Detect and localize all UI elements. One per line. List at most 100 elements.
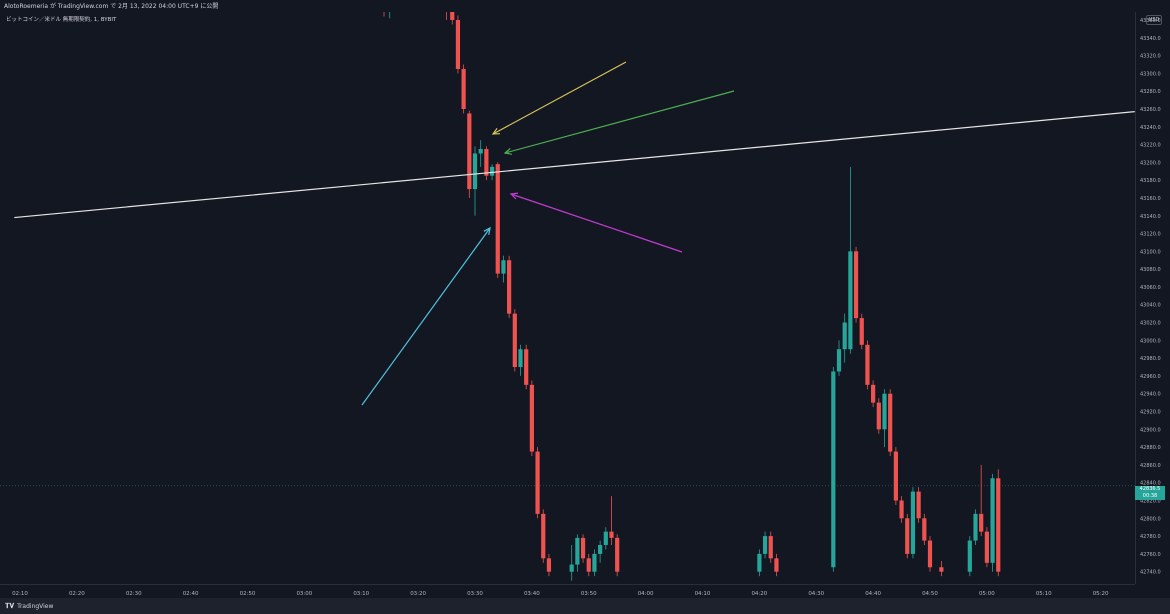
candle [882,389,887,448]
y-tick-label: 42900.0 [1140,427,1161,433]
candle-body [535,451,540,514]
y-tick-label: 43080.0 [1140,267,1161,273]
y-tick-label: 43340.0 [1140,36,1161,42]
candle-body [831,371,836,568]
candle [973,509,978,546]
candle [967,536,972,577]
publish-attribution: AlotoRoemeria が TradingView.com で 2月 13,… [4,3,219,10]
candle-body [478,149,483,154]
candle [831,367,836,572]
last-price-value: 42836.5 [1139,486,1161,492]
magenta-arrow-shaft [510,193,683,253]
candle-body [979,513,984,532]
candle [444,2,449,20]
cyan-arrow-head [483,226,491,235]
y-tick-label: 43040.0 [1140,303,1161,309]
yellow-arrow-shaft [492,61,627,135]
candle-body [899,500,904,519]
candle [546,553,552,577]
candle-body [836,349,842,372]
y-tick-label: 43100.0 [1140,249,1161,255]
time-axis-labels: 02:10 02:20 02:30 02:40 02:50 03:00 03:10 03:20… [12,591,1109,597]
candle-body [882,393,887,430]
candle [472,146,478,216]
y-tick-label: 43120.0 [1140,232,1161,238]
candle-body [603,531,608,546]
candle-body [569,564,574,572]
candle [586,553,591,577]
candle-body [580,537,586,559]
y-tick-label: 42840.0 [1140,481,1161,487]
tradingview-logo-icon: 𝐓𝐕 [5,602,15,610]
candle-body [865,344,870,385]
x-tick-label: 05:00 [979,591,995,597]
tradingview-brand: TradingView [17,603,54,610]
x-tick-label: 03:40 [524,591,540,597]
candle [842,313,847,363]
x-tick-label: 05:10 [1036,591,1052,597]
candle-body [996,478,1001,572]
x-tick-label: 05:20 [1093,591,1109,597]
candle [569,545,574,581]
x-tick-label: 02:10 [12,591,28,597]
candle-body [512,313,517,368]
candle [848,166,853,354]
candle [916,487,921,523]
candle [603,527,608,550]
candle-body [461,68,466,109]
candle-body [859,318,864,345]
candle-body [598,545,603,554]
candle-body [888,393,893,452]
candle-body [973,513,978,541]
last-price-countdown: 00:38 [1142,493,1158,499]
magenta-arrow-head [509,192,519,200]
candle-body [609,531,614,538]
candle [467,110,472,198]
chart-plot-area[interactable] [0,2,1135,584]
candle [922,513,927,546]
candle [592,549,597,577]
candle-body [762,536,768,554]
candle [529,380,534,457]
candlestick-chart[interactable] [0,2,1135,584]
candle-body [472,153,478,190]
y-tick-label: 43280.0 [1140,89,1161,95]
candle-body [529,384,534,452]
y-tick-label: 43180.0 [1140,178,1161,184]
candle [871,380,876,408]
cyan-arrow-shaft [361,227,491,406]
x-tick-label: 03:20 [410,591,426,597]
candle [507,255,512,319]
candle [888,389,893,457]
y-tick-label: 43240.0 [1140,125,1161,131]
candle-body [546,558,552,572]
y-tick-label: 42780.0 [1140,534,1161,540]
candle [535,447,540,519]
candle [524,344,529,390]
candle-body [893,451,898,501]
candle-body [842,322,847,350]
candle-body [905,518,910,554]
y-tick-label: 42740.0 [1140,570,1161,576]
candle [575,534,580,572]
cyan-arrow [361,226,491,406]
currency-unit-label[interactable]: USD [1146,15,1162,25]
candle-body [592,553,597,572]
candle-body [939,567,944,572]
y-tick-label: 42960.0 [1140,374,1161,380]
candle [859,313,864,350]
candle [984,527,989,568]
candle [541,509,546,563]
magenta-arrow [509,192,683,253]
candle-body [922,518,927,541]
candle [478,140,483,167]
green-arrow [503,90,735,155]
green-arrow-head [503,147,512,155]
price-axis-labels: 43360.0 43340.0 43320.0 43300.0 43280.0 43260… [1140,18,1161,576]
candle-body [990,478,995,563]
x-tick-label: 02:40 [183,591,199,597]
candle [927,536,933,572]
time-axis[interactable]: 02:10 02:20 02:30 02:40 02:50 03:00 03:10 03:20… [0,584,1135,598]
candle [996,469,1001,577]
candle-body [768,536,773,559]
